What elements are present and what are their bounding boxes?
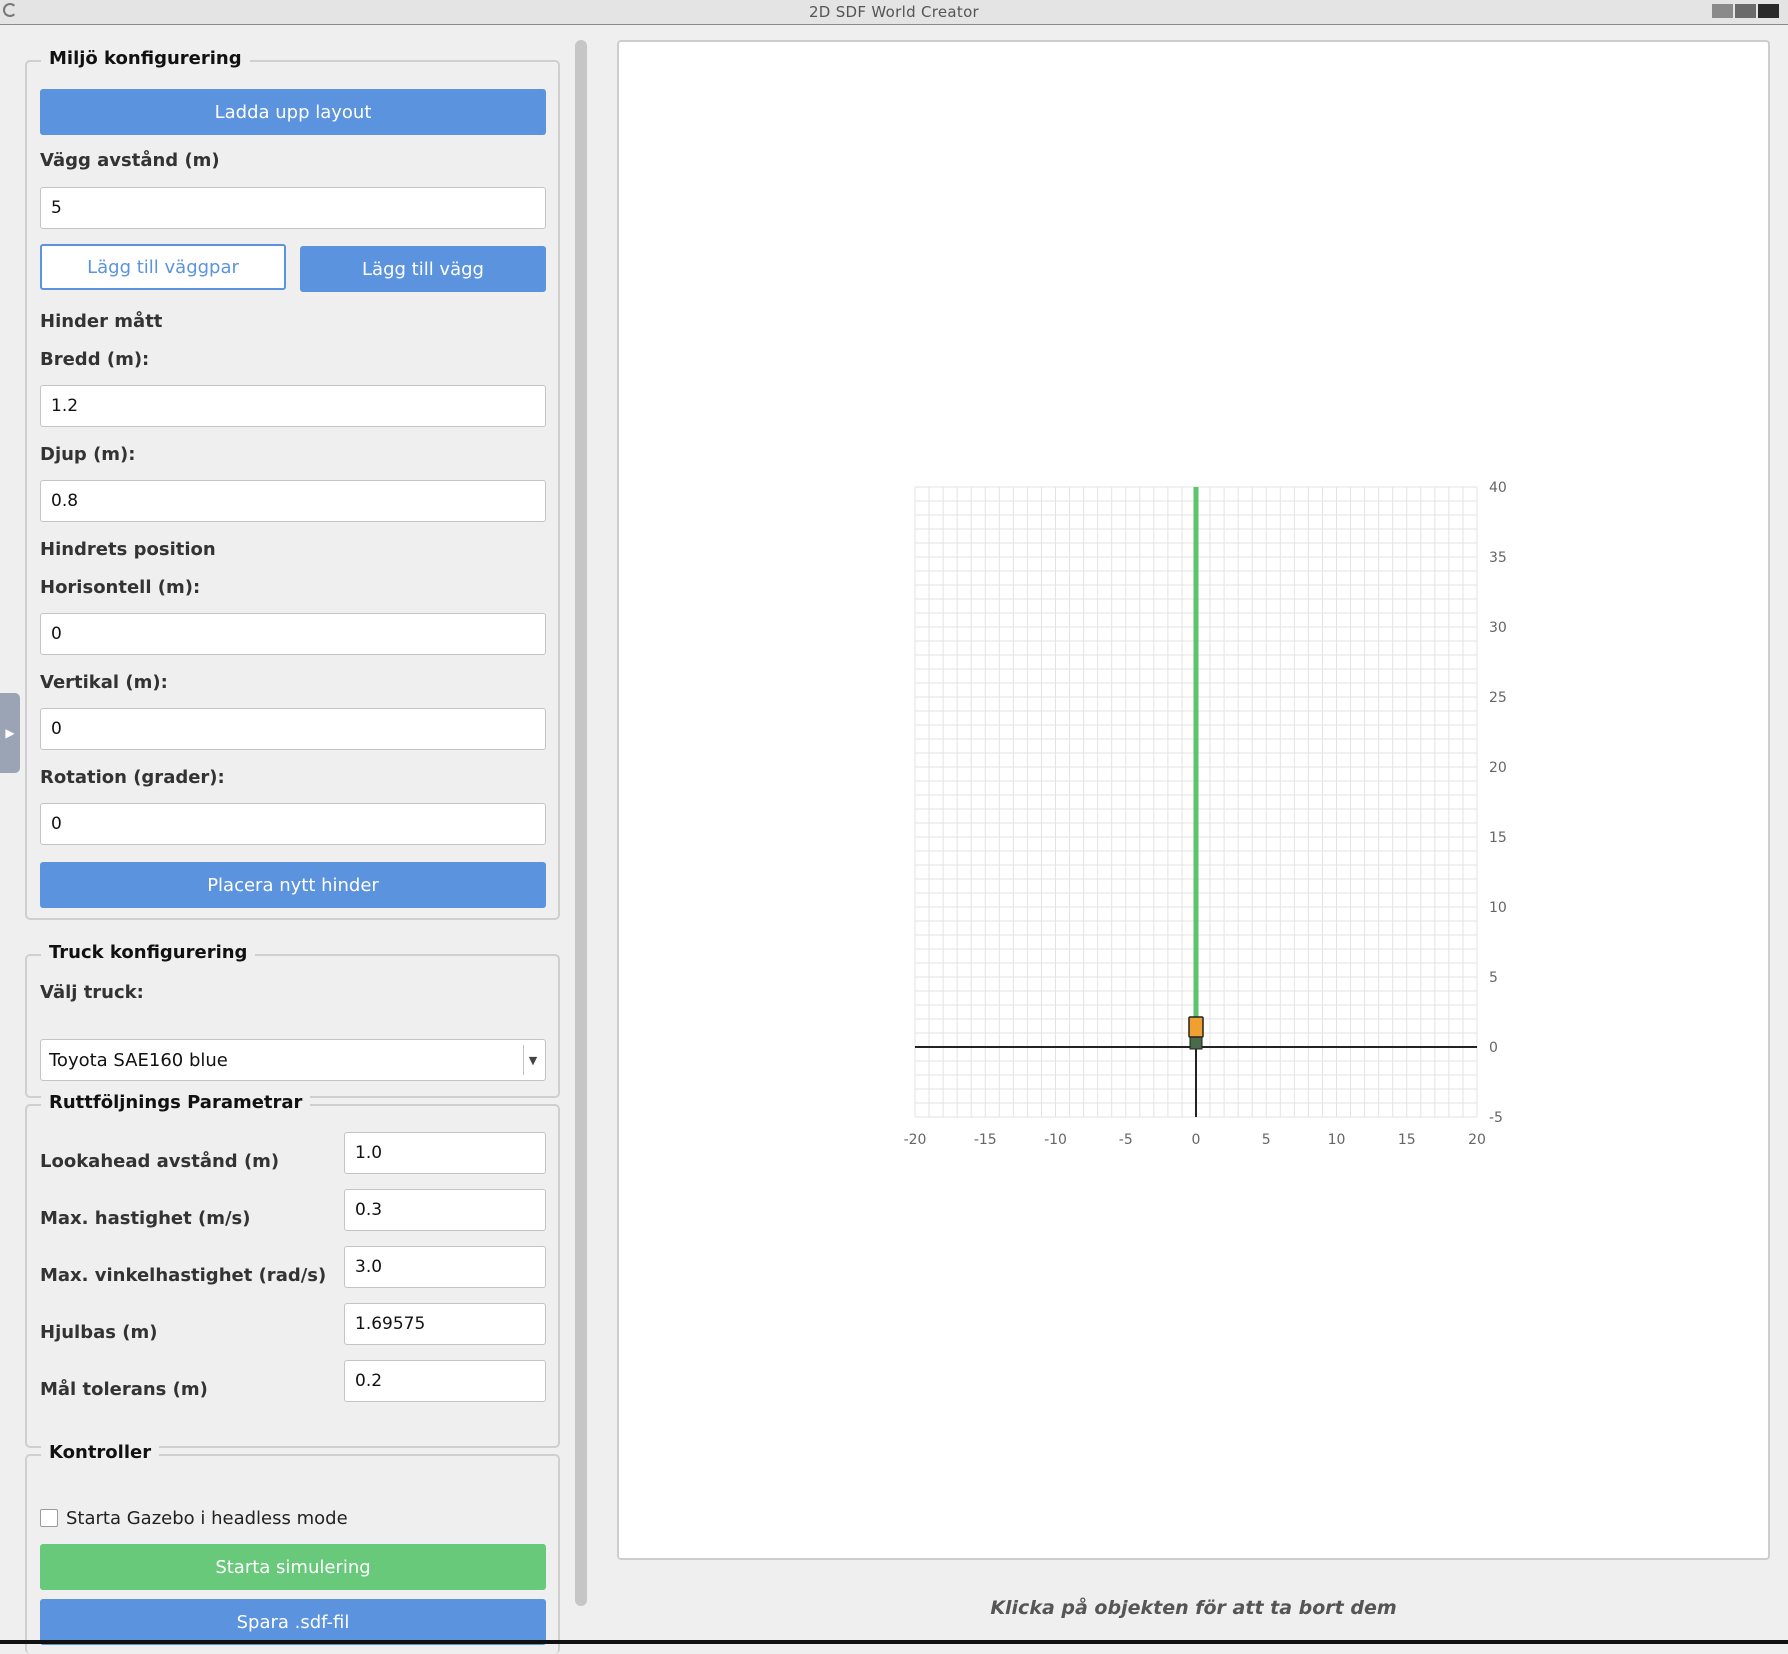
truck-group-title: Truck konfigurering — [41, 942, 256, 963]
param-label: Max. vinkelhastighet (rad/s) — [40, 1265, 327, 1286]
truck-select-value: Toyota SAE160 blue — [49, 1050, 228, 1071]
environment-group-title: Miljö konfigurering — [41, 48, 250, 69]
wheelbase-input[interactable] — [344, 1303, 546, 1345]
path-params-group-title: Ruttföljnings Parametrar — [41, 1092, 311, 1113]
depth-label: Djup (m): — [40, 444, 136, 465]
close-button[interactable] — [1758, 4, 1779, 18]
x-tick-label: -5 — [1119, 1132, 1133, 1148]
place-obstacle-button[interactable]: Placera nytt hinder — [40, 862, 546, 908]
width-input[interactable] — [40, 385, 546, 427]
param-label: Lookahead avstånd (m) — [40, 1151, 280, 1172]
upload-layout-button[interactable]: Ladda upp layout — [40, 89, 546, 135]
y-tick-label: 15 — [1489, 830, 1507, 846]
rotation-input[interactable] — [40, 803, 546, 845]
y-tick-label: 0 — [1489, 1040, 1498, 1056]
expand-arrow-icon: ▶ — [5, 726, 15, 740]
add-wall-pair-button[interactable]: Lägg till väggpar — [40, 244, 286, 290]
y-tick-label: 5 — [1489, 970, 1498, 986]
add-wall-button[interactable]: Lägg till vägg — [300, 246, 546, 292]
x-tick-label: -20 — [904, 1132, 927, 1148]
horizontal-input[interactable] — [40, 613, 546, 655]
environment-group: Miljö konfigurering — [25, 48, 560, 920]
vertical-input[interactable] — [40, 708, 546, 750]
obstacle-position-heading: Hindrets position — [40, 539, 216, 560]
maximize-button[interactable] — [1735, 4, 1756, 18]
left-panel: Miljö konfigurering Ladda upp layout Väg… — [0, 24, 580, 1654]
x-tick-label: -15 — [974, 1132, 997, 1148]
chevron-down-icon: ▼ — [523, 1045, 542, 1075]
max-speed-input[interactable] — [344, 1189, 546, 1231]
save-sdf-button[interactable]: Spara .sdf-fil — [40, 1599, 546, 1645]
y-tick-label: -5 — [1489, 1110, 1503, 1126]
param-label: Hjulbas (m) — [40, 1322, 158, 1343]
controls-group: Kontroller — [25, 1442, 560, 1654]
window-title: 2D SDF World Creator — [808, 3, 980, 21]
select-truck-label: Välj truck: — [40, 982, 144, 1003]
app-icon — [3, 3, 17, 17]
headless-label: Starta Gazebo i headless mode — [66, 1508, 348, 1529]
depth-input[interactable] — [40, 480, 546, 522]
max-angular-speed-input[interactable] — [344, 1246, 546, 1288]
param-label: Max. hastighet (m/s) — [40, 1208, 251, 1229]
vertical-label: Vertikal (m): — [40, 672, 168, 693]
param-label: Mål tolerans (m) — [40, 1379, 208, 1400]
y-tick-label: 10 — [1489, 900, 1507, 916]
left-panel-scrollbar[interactable] — [575, 40, 587, 1606]
x-tick-label: -10 — [1044, 1132, 1067, 1148]
y-tick-label: 40 — [1489, 480, 1507, 496]
minimize-button[interactable] — [1712, 4, 1733, 18]
headless-checkbox[interactable] — [40, 1509, 58, 1527]
title-bar: 2D SDF World Creator — [0, 0, 1788, 25]
path-params-group: Ruttföljnings Parametrar — [25, 1092, 560, 1448]
obstacle-dimensions-heading: Hinder mått — [40, 311, 163, 332]
horizontal-label: Horisontell (m): — [40, 577, 201, 598]
x-tick-label: 20 — [1468, 1132, 1486, 1148]
x-tick-label: 0 — [1192, 1132, 1201, 1148]
goal-tolerance-input[interactable] — [344, 1360, 546, 1402]
truck-select[interactable]: Toyota SAE160 blue ▼ — [40, 1039, 546, 1081]
y-tick-label: 25 — [1489, 690, 1507, 706]
rotation-label: Rotation (grader): — [40, 767, 225, 788]
x-tick-label: 5 — [1262, 1132, 1271, 1148]
side-panel-handle[interactable]: ▶ — [0, 693, 20, 773]
bottom-border — [0, 1640, 1788, 1644]
x-tick-label: 15 — [1398, 1132, 1416, 1148]
wall-distance-label: Vägg avstånd (m) — [40, 150, 220, 171]
controls-group-title: Kontroller — [41, 1442, 160, 1463]
x-tick-label: 10 — [1328, 1132, 1346, 1148]
hint-text: Klicka på objekten för att ta bort dem — [990, 1597, 1397, 1619]
start-simulation-button[interactable]: Starta simulering — [40, 1544, 546, 1590]
lookahead-input[interactable] — [344, 1132, 546, 1174]
y-tick-label: 30 — [1489, 620, 1507, 636]
y-tick-label: 20 — [1489, 760, 1507, 776]
width-label: Bredd (m): — [40, 349, 150, 370]
y-tick-label: 35 — [1489, 550, 1507, 566]
world-canvas[interactable]: -20 -15 -10 -5 0 5 10 15 20 -5 0 5 10 15 20 25 30 35 40 — [617, 40, 1770, 1560]
wall-distance-input[interactable] — [40, 187, 546, 229]
truck-marker — [1188, 1016, 1204, 1038]
